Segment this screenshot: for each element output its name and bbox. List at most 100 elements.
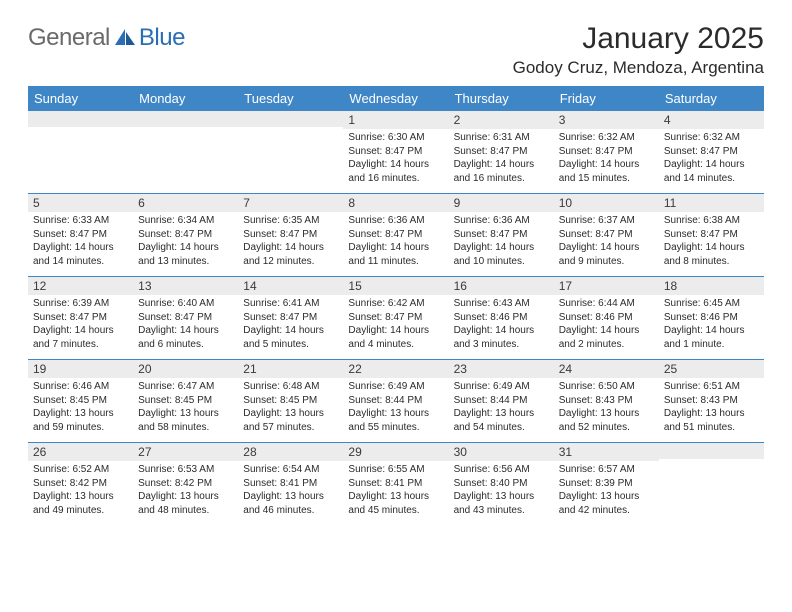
day-number xyxy=(659,443,764,459)
day-info-line: Daylight: 14 hours xyxy=(454,158,549,172)
day-body: Sunrise: 6:42 AMSunset: 8:47 PMDaylight:… xyxy=(343,295,448,355)
day-info-line: Sunrise: 6:46 AM xyxy=(33,380,128,394)
day-cell: 12Sunrise: 6:39 AMSunset: 8:47 PMDayligh… xyxy=(28,277,133,359)
day-body: Sunrise: 6:49 AMSunset: 8:44 PMDaylight:… xyxy=(343,378,448,438)
day-info-line: Daylight: 14 hours xyxy=(243,324,338,338)
day-number: 29 xyxy=(343,443,448,461)
day-cell: 13Sunrise: 6:40 AMSunset: 8:47 PMDayligh… xyxy=(133,277,238,359)
day-number: 16 xyxy=(449,277,554,295)
day-number: 20 xyxy=(133,360,238,378)
logo-text-general: General xyxy=(28,24,110,52)
day-number: 8 xyxy=(343,194,448,212)
day-info-line: Daylight: 14 hours xyxy=(348,241,443,255)
day-header-thursday: Thursday xyxy=(449,86,554,111)
day-info-line: Sunrise: 6:51 AM xyxy=(664,380,759,394)
day-info-line: and 9 minutes. xyxy=(559,255,654,269)
day-number: 31 xyxy=(554,443,659,461)
day-info-line: Sunset: 8:42 PM xyxy=(138,477,233,491)
day-info-line: and 58 minutes. xyxy=(138,421,233,435)
day-header-saturday: Saturday xyxy=(659,86,764,111)
location: Godoy Cruz, Mendoza, Argentina xyxy=(513,58,764,78)
day-info-line: and 45 minutes. xyxy=(348,504,443,518)
day-number: 7 xyxy=(238,194,343,212)
day-body: Sunrise: 6:54 AMSunset: 8:41 PMDaylight:… xyxy=(238,461,343,521)
day-header-sunday: Sunday xyxy=(28,86,133,111)
day-cell xyxy=(238,111,343,193)
day-info-line: Daylight: 14 hours xyxy=(348,324,443,338)
day-cell: 6Sunrise: 6:34 AMSunset: 8:47 PMDaylight… xyxy=(133,194,238,276)
day-cell xyxy=(28,111,133,193)
week-row: 1Sunrise: 6:30 AMSunset: 8:47 PMDaylight… xyxy=(28,111,764,193)
day-info-line: Sunrise: 6:35 AM xyxy=(243,214,338,228)
day-info-line: Sunrise: 6:37 AM xyxy=(559,214,654,228)
day-body: Sunrise: 6:38 AMSunset: 8:47 PMDaylight:… xyxy=(659,212,764,272)
day-info-line: and 5 minutes. xyxy=(243,338,338,352)
day-number xyxy=(28,111,133,127)
day-info-line: Sunset: 8:43 PM xyxy=(664,394,759,408)
day-number: 6 xyxy=(133,194,238,212)
day-info-line: and 43 minutes. xyxy=(454,504,549,518)
day-body: Sunrise: 6:30 AMSunset: 8:47 PMDaylight:… xyxy=(343,129,448,189)
day-body: Sunrise: 6:35 AMSunset: 8:47 PMDaylight:… xyxy=(238,212,343,272)
day-info-line: Daylight: 14 hours xyxy=(559,241,654,255)
day-body: Sunrise: 6:40 AMSunset: 8:47 PMDaylight:… xyxy=(133,295,238,355)
day-info-line: Sunset: 8:47 PM xyxy=(348,311,443,325)
day-info-line: Sunrise: 6:32 AM xyxy=(559,131,654,145)
day-cell: 4Sunrise: 6:32 AMSunset: 8:47 PMDaylight… xyxy=(659,111,764,193)
day-info-line: Sunrise: 6:33 AM xyxy=(33,214,128,228)
day-info-line: Sunset: 8:45 PM xyxy=(243,394,338,408)
day-info-line: Sunset: 8:47 PM xyxy=(33,228,128,242)
day-info-line: Sunrise: 6:32 AM xyxy=(664,131,759,145)
day-info-line: Sunrise: 6:49 AM xyxy=(348,380,443,394)
day-info-line: Daylight: 13 hours xyxy=(348,407,443,421)
day-info-line: Sunset: 8:47 PM xyxy=(348,145,443,159)
day-info-line: Sunset: 8:42 PM xyxy=(33,477,128,491)
day-info-line: and 2 minutes. xyxy=(559,338,654,352)
day-info-line: Daylight: 14 hours xyxy=(138,241,233,255)
day-info-line: Sunset: 8:43 PM xyxy=(559,394,654,408)
day-body: Sunrise: 6:31 AMSunset: 8:47 PMDaylight:… xyxy=(449,129,554,189)
day-info-line: and 51 minutes. xyxy=(664,421,759,435)
week-row: 19Sunrise: 6:46 AMSunset: 8:45 PMDayligh… xyxy=(28,359,764,442)
day-cell: 31Sunrise: 6:57 AMSunset: 8:39 PMDayligh… xyxy=(554,443,659,525)
day-cell: 22Sunrise: 6:49 AMSunset: 8:44 PMDayligh… xyxy=(343,360,448,442)
day-info-line: Sunset: 8:47 PM xyxy=(559,145,654,159)
day-info-line: and 52 minutes. xyxy=(559,421,654,435)
day-info-line: Daylight: 13 hours xyxy=(33,490,128,504)
day-number: 3 xyxy=(554,111,659,129)
day-info-line: and 15 minutes. xyxy=(559,172,654,186)
day-number: 15 xyxy=(343,277,448,295)
day-body: Sunrise: 6:57 AMSunset: 8:39 PMDaylight:… xyxy=(554,461,659,521)
day-info-line: Sunrise: 6:30 AM xyxy=(348,131,443,145)
day-number: 28 xyxy=(238,443,343,461)
day-info-line: Sunrise: 6:43 AM xyxy=(454,297,549,311)
day-info-line: Sunrise: 6:48 AM xyxy=(243,380,338,394)
day-info-line: Sunset: 8:46 PM xyxy=(664,311,759,325)
day-number: 13 xyxy=(133,277,238,295)
day-body: Sunrise: 6:41 AMSunset: 8:47 PMDaylight:… xyxy=(238,295,343,355)
day-info-line: and 14 minutes. xyxy=(664,172,759,186)
day-info-line: and 48 minutes. xyxy=(138,504,233,518)
day-body: Sunrise: 6:39 AMSunset: 8:47 PMDaylight:… xyxy=(28,295,133,355)
day-number: 25 xyxy=(659,360,764,378)
day-number: 11 xyxy=(659,194,764,212)
logo: General Blue xyxy=(28,24,185,52)
day-number: 2 xyxy=(449,111,554,129)
day-header-tuesday: Tuesday xyxy=(238,86,343,111)
day-info-line: and 4 minutes. xyxy=(348,338,443,352)
day-info-line: Daylight: 14 hours xyxy=(664,324,759,338)
day-body: Sunrise: 6:44 AMSunset: 8:46 PMDaylight:… xyxy=(554,295,659,355)
day-info-line: Sunset: 8:47 PM xyxy=(33,311,128,325)
day-info-line: Sunset: 8:45 PM xyxy=(33,394,128,408)
day-info-line: Sunrise: 6:42 AM xyxy=(348,297,443,311)
day-body: Sunrise: 6:51 AMSunset: 8:43 PMDaylight:… xyxy=(659,378,764,438)
day-number: 26 xyxy=(28,443,133,461)
day-cell: 3Sunrise: 6:32 AMSunset: 8:47 PMDaylight… xyxy=(554,111,659,193)
day-number: 23 xyxy=(449,360,554,378)
day-cell: 28Sunrise: 6:54 AMSunset: 8:41 PMDayligh… xyxy=(238,443,343,525)
day-header-friday: Friday xyxy=(554,86,659,111)
day-info-line: Sunrise: 6:56 AM xyxy=(454,463,549,477)
day-cell: 26Sunrise: 6:52 AMSunset: 8:42 PMDayligh… xyxy=(28,443,133,525)
day-info-line: Sunrise: 6:55 AM xyxy=(348,463,443,477)
day-body: Sunrise: 6:36 AMSunset: 8:47 PMDaylight:… xyxy=(343,212,448,272)
